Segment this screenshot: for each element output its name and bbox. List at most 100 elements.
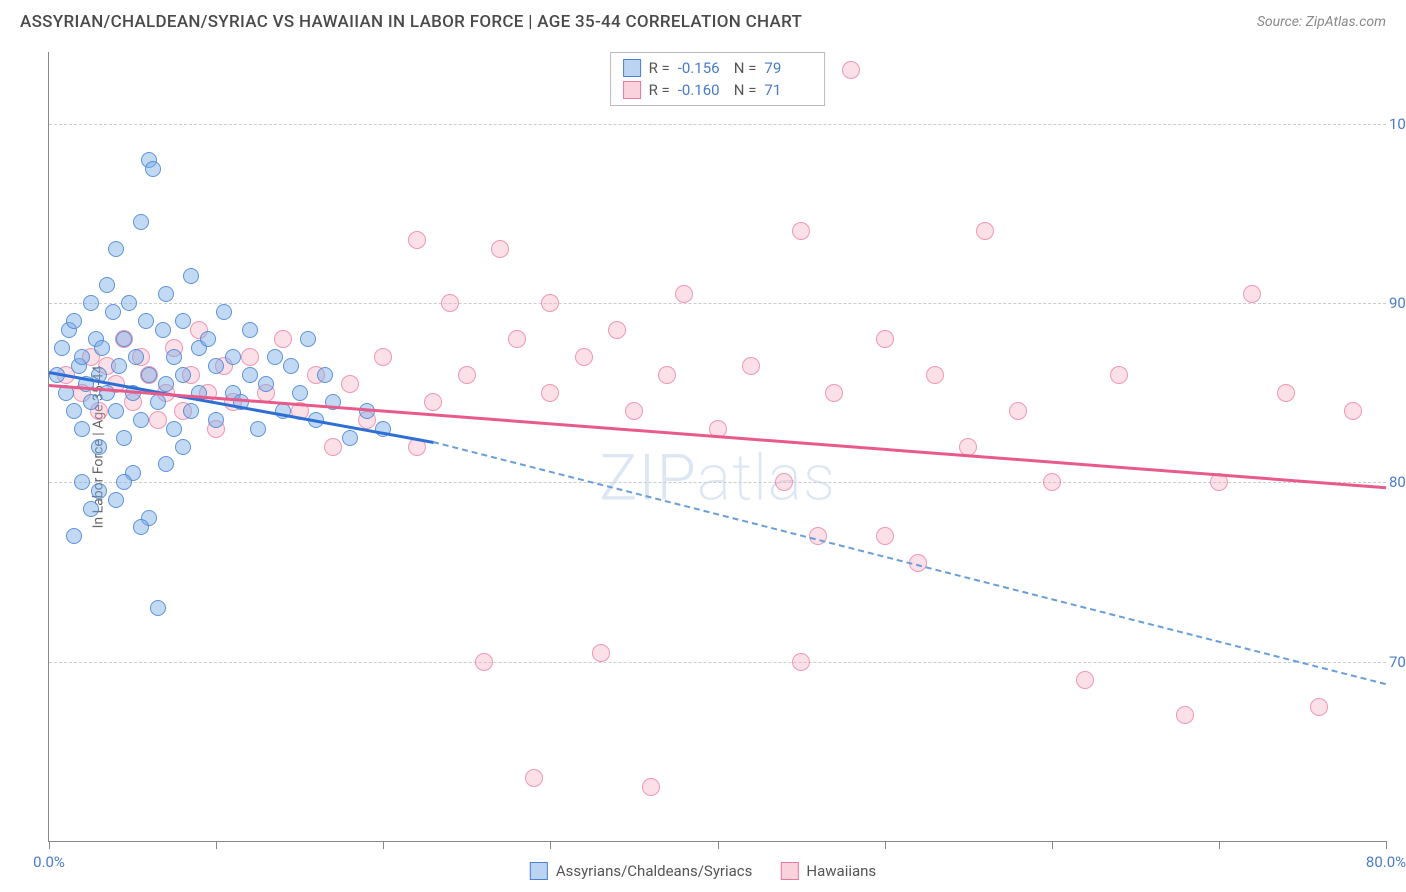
- legend-bottom-b: Hawaiians: [780, 862, 876, 880]
- scatter-point: [66, 403, 82, 419]
- scatter-point: [121, 295, 137, 311]
- scatter-point: [1243, 285, 1261, 303]
- scatter-point: [1176, 706, 1194, 724]
- scatter-point: [158, 456, 174, 472]
- swatch-a-icon: [623, 59, 641, 77]
- legend-bottom-a: Assyrians/Chaldeans/Syriacs: [530, 862, 753, 880]
- scatter-point: [183, 403, 199, 419]
- y-tick-label: 70.0%: [1389, 653, 1406, 671]
- scatter-point: [283, 358, 299, 374]
- scatter-point: [83, 394, 99, 410]
- gridline-h: [49, 662, 1386, 663]
- scatter-point: [149, 411, 167, 429]
- legend-stats-box: R = -0.156 N = 79 R = -0.160 N = 71: [610, 52, 826, 106]
- scatter-point: [128, 349, 144, 365]
- scatter-point: [111, 358, 127, 374]
- scatter-point: [54, 340, 70, 356]
- scatter-point: [242, 322, 258, 338]
- legend-row-a: R = -0.156 N = 79: [623, 57, 813, 79]
- scatter-point: [317, 367, 333, 383]
- scatter-point: [541, 384, 559, 402]
- x-tick: [550, 841, 551, 849]
- scatter-point: [158, 376, 174, 392]
- scatter-point: [258, 376, 274, 392]
- scatter-point: [625, 402, 643, 420]
- scatter-point: [166, 349, 182, 365]
- scatter-point: [458, 366, 476, 384]
- scatter-point: [792, 222, 810, 240]
- scatter-point: [292, 385, 308, 401]
- scatter-point: [1310, 698, 1328, 716]
- scatter-point: [225, 349, 241, 365]
- scatter-point: [91, 439, 107, 455]
- scatter-point: [1110, 366, 1128, 384]
- scatter-point: [424, 393, 442, 411]
- scatter-point: [74, 349, 90, 365]
- scatter-point: [141, 367, 157, 383]
- scatter-point: [825, 384, 843, 402]
- scatter-point: [1344, 402, 1362, 420]
- scatter-point: [83, 295, 99, 311]
- scatter-point: [108, 241, 124, 257]
- legend-row-b: R = -0.160 N = 71: [623, 79, 813, 101]
- gridline-h: [49, 303, 1386, 304]
- swatch-a-icon: [530, 862, 548, 880]
- scatter-point: [342, 430, 358, 446]
- scatter-point: [592, 644, 610, 662]
- scatter-point: [575, 348, 593, 366]
- swatch-b-icon: [780, 862, 798, 880]
- scatter-point: [99, 277, 115, 293]
- scatter-point: [792, 653, 810, 671]
- chart-header: ASSYRIAN/CHALDEAN/SYRIAC VS HAWAIIAN IN …: [0, 0, 1406, 40]
- scatter-point: [842, 61, 860, 79]
- scatter-point: [1009, 402, 1027, 420]
- y-tick-label: 100.0%: [1389, 115, 1406, 133]
- scatter-point: [116, 430, 132, 446]
- scatter-point: [155, 322, 171, 338]
- scatter-point: [216, 304, 232, 320]
- scatter-point: [133, 519, 149, 535]
- scatter-point: [541, 294, 559, 312]
- chart-title: ASSYRIAN/CHALDEAN/SYRIAC VS HAWAIIAN IN …: [20, 12, 802, 32]
- x-tick-label: 0.0%: [33, 853, 65, 871]
- source-attribution: Source: ZipAtlas.com: [1257, 14, 1386, 30]
- x-tick: [1052, 841, 1053, 849]
- scatter-point: [175, 367, 191, 383]
- y-tick-label: 80.0%: [1389, 473, 1406, 491]
- trend-line: [49, 384, 1386, 489]
- scatter-point: [241, 348, 259, 366]
- scatter-point: [675, 285, 693, 303]
- scatter-point: [158, 286, 174, 302]
- x-tick: [718, 841, 719, 849]
- scatter-point: [116, 474, 132, 490]
- scatter-point: [133, 412, 149, 428]
- scatter-point: [374, 348, 392, 366]
- scatter-point: [642, 778, 660, 796]
- scatter-point: [742, 357, 760, 375]
- scatter-point: [976, 222, 994, 240]
- scatter-point: [475, 653, 493, 671]
- scatter-point: [145, 161, 161, 177]
- scatter-point: [94, 340, 110, 356]
- scatter-point: [150, 600, 166, 616]
- scatter-point: [138, 313, 154, 329]
- scatter-point: [876, 527, 894, 545]
- scatter-point: [208, 412, 224, 428]
- scatter-point: [341, 375, 359, 393]
- scatter-point: [74, 474, 90, 490]
- scatter-point: [274, 330, 292, 348]
- x-tick: [885, 841, 886, 849]
- scatter-point: [525, 769, 543, 787]
- gridline-h: [49, 482, 1386, 483]
- gridline-h: [49, 124, 1386, 125]
- scatter-point: [242, 367, 258, 383]
- scatter-point: [175, 313, 191, 329]
- scatter-point: [200, 331, 216, 347]
- scatter-point: [441, 294, 459, 312]
- scatter-point: [876, 330, 894, 348]
- scatter-point: [1076, 671, 1094, 689]
- scatter-point: [166, 421, 182, 437]
- legend-bottom: Assyrians/Chaldeans/Syriacs Hawaiians: [530, 862, 876, 880]
- scatter-point: [658, 366, 676, 384]
- scatter-point: [491, 240, 509, 258]
